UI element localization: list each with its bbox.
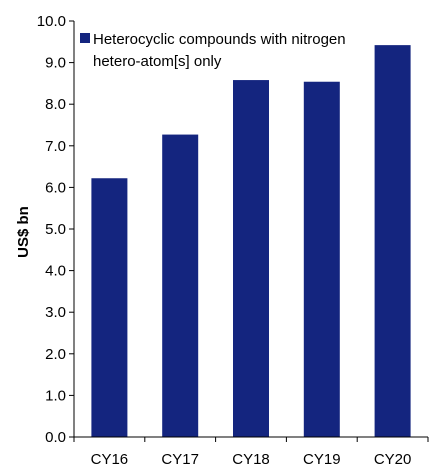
y-tick-label: 3.0: [45, 304, 66, 321]
legend: Heterocyclic compounds with nitrogen het…: [80, 31, 346, 70]
y-tick-label: 0.0: [45, 429, 66, 446]
x-tick-label: CY17: [161, 451, 199, 468]
bars: [91, 45, 411, 438]
x-axis-ticks: CY16 CY17 CY18 CY19 CY20: [73, 437, 429, 468]
y-tick-label: 6.0: [45, 179, 66, 196]
x-tick-label: CY19: [303, 451, 341, 468]
y-tick-label: 9.0: [45, 55, 66, 72]
y-tick-label: 1.0: [45, 387, 66, 404]
bar-cy20: [374, 45, 411, 438]
y-tick-label: 2.0: [45, 346, 66, 363]
y-axis-title: US$ bn: [15, 206, 32, 258]
y-axis-ticks: 0.0 1.0 2.0 3.0 4.0 5.0 6.0 7.0 8.0 9.0 10.0: [37, 13, 74, 446]
legend-swatch: [80, 33, 90, 43]
y-tick-label: 4.0: [45, 263, 66, 280]
legend-label-line1: Heterocyclic compounds with nitrogen: [93, 31, 346, 48]
y-tick-label: 8.0: [45, 96, 66, 113]
bar-cy19: [303, 81, 340, 438]
y-tick-label: 5.0: [45, 221, 66, 238]
x-tick-label: CY16: [91, 451, 129, 468]
bar-cy18: [233, 80, 269, 438]
bar-cy16: [91, 178, 128, 438]
y-tick-label: 10.0: [37, 13, 66, 30]
bar-cy17: [162, 134, 199, 437]
x-tick-label: CY18: [232, 451, 270, 468]
y-tick-label: 7.0: [45, 138, 66, 155]
x-tick-label: CY20: [374, 451, 412, 468]
legend-label-line2: hetero-atom[s] only: [93, 53, 222, 70]
